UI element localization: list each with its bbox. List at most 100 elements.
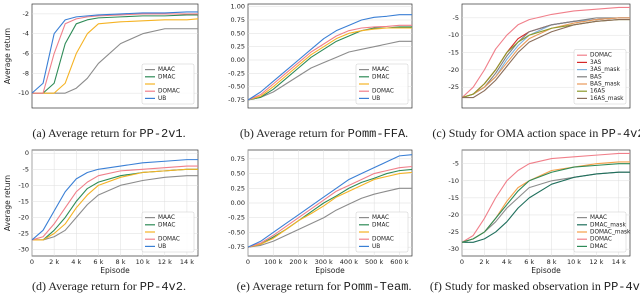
- y-tick-label: -2: [23, 10, 29, 18]
- y-tick-label: 0.00: [231, 199, 245, 207]
- y-axis-label: Average return: [3, 28, 12, 84]
- series-line: [247, 27, 412, 101]
- y-tick-label: 0.25: [231, 43, 245, 51]
- x-tick-label: 8 k: [547, 258, 557, 266]
- legend-label: DMAC: [372, 74, 389, 80]
- legend-label: MAAC: [372, 67, 389, 73]
- y-tick-label: -0.75: [228, 96, 245, 104]
- legend-label: DOMAC_mask: [590, 230, 631, 236]
- panel: -0.75 -0.50 -0.25 0.00 0.25 0.50 0.75 1.00 MAACD…: [228, 3, 413, 141]
- caption-part: .: [405, 126, 408, 140]
- x-tick-label: 2 k: [49, 258, 59, 266]
- legend-box: [573, 211, 627, 253]
- legend-label: UB: [158, 244, 166, 250]
- legend-label: MAAC: [372, 215, 389, 221]
- y-tick-label: -0.25: [228, 214, 245, 222]
- panel: -0.75 -0.50 -0.25 0.00 0.25 0.50 0.75 0 100 k 200…: [228, 149, 413, 294]
- legend-label: DOMAC: [590, 237, 612, 243]
- series-line: [32, 168, 198, 241]
- x-tick-label: 200 k: [289, 258, 307, 266]
- legend-label: DMAC: [372, 222, 389, 228]
- y-tick-label: -20: [448, 211, 459, 219]
- legend-label: DMAC: [158, 74, 175, 80]
- legend-label: DMAC: [158, 222, 175, 228]
- series-line: [461, 163, 630, 243]
- x-tick-label: 500 k: [365, 258, 383, 266]
- series-line: [247, 40, 412, 101]
- series-line: [31, 165, 198, 241]
- y-tick-label: -30: [448, 245, 459, 253]
- x-axis-label: Episode: [315, 266, 345, 275]
- y-tick-label: -10: [448, 177, 459, 185]
- y-tick-label: -0.50: [228, 228, 245, 236]
- y-tick-label: -25: [448, 83, 459, 91]
- series-line: [32, 13, 198, 94]
- caption: (b) Average return for Pomm-FFA.: [240, 126, 408, 141]
- caption: (d) Average return for PP-4v2.: [32, 279, 186, 294]
- caption-part: Pomm-Team: [344, 280, 409, 294]
- x-tick-label: 10 k: [567, 258, 581, 266]
- legend-label: DOMAC: [590, 53, 612, 59]
- y-tick-label: -10: [18, 89, 29, 97]
- caption-part: PP-4v2: [604, 280, 640, 294]
- series-line: [31, 11, 198, 94]
- x-axis-label: Episode: [531, 266, 561, 275]
- x-tick-label: 400 k: [340, 258, 358, 266]
- legend-label: MAAC: [158, 67, 175, 73]
- series-line: [247, 14, 412, 101]
- legend-label: BAS_mask: [590, 82, 621, 88]
- legend-label: DOMAC: [372, 237, 394, 243]
- x-tick-label: 12 k: [589, 258, 603, 266]
- y-tick-label: -10: [448, 31, 459, 39]
- series-line: [247, 24, 412, 101]
- y-tick-label: 0.25: [231, 184, 245, 192]
- y-tick-label: -25: [448, 228, 459, 236]
- y-tick-label: -25: [18, 230, 29, 238]
- series-line: [247, 171, 413, 248]
- y-tick-label: 0.50: [231, 29, 245, 37]
- y-tick-label: -20: [18, 213, 29, 221]
- legend-label: MAAC: [158, 215, 175, 221]
- caption-part: (a) Average return for: [32, 126, 136, 140]
- legend-box: [573, 49, 627, 105]
- y-tick-label: 0.00: [231, 56, 245, 64]
- y-tick-label: 0.75: [231, 16, 245, 24]
- y-tick-label: -5: [453, 160, 459, 168]
- legend-label: DOMAC: [158, 89, 180, 95]
- series-line: [461, 17, 630, 99]
- series-line: [247, 187, 412, 248]
- series-line: [247, 154, 413, 248]
- legend-box: [141, 63, 195, 105]
- series-line: [247, 168, 413, 248]
- x-tick-label: 12 k: [158, 258, 172, 266]
- legend-box: [355, 63, 409, 105]
- y-tick-label: -0.25: [228, 69, 245, 77]
- caption: (a) Average return for PP-2v1.: [32, 126, 185, 141]
- caption-part: (c) Study for OMA action space in: [432, 126, 598, 140]
- series-line: [32, 175, 198, 241]
- caption-part: PP-2v1: [139, 127, 182, 141]
- caption-part: .: [408, 279, 411, 293]
- y-tick-label: 0.75: [231, 155, 245, 163]
- legend-label: UB: [372, 244, 380, 250]
- x-tick-label: 4 k: [71, 258, 81, 266]
- y-tick-label: -0.50: [228, 83, 245, 91]
- caption-part: PP-4v2: [601, 127, 640, 141]
- y-tick-label: -8: [23, 69, 29, 77]
- x-tick-label: 0: [246, 258, 250, 266]
- y-tick-label: 1.00: [231, 3, 245, 11]
- series-line: [462, 19, 630, 99]
- x-tick-label: 10 k: [136, 258, 150, 266]
- x-tick-label: 100 k: [264, 258, 282, 266]
- y-tick-label: -20: [448, 66, 459, 74]
- y-axis-label: Average return: [3, 175, 12, 231]
- x-tick-label: 14 k: [180, 258, 194, 266]
- caption-part: (e) Average return for: [237, 279, 341, 293]
- legend-label: 16AS_mask: [590, 96, 624, 102]
- caption: (f) Study for masked observation in PP-4v…: [430, 279, 640, 294]
- series-line: [462, 171, 630, 243]
